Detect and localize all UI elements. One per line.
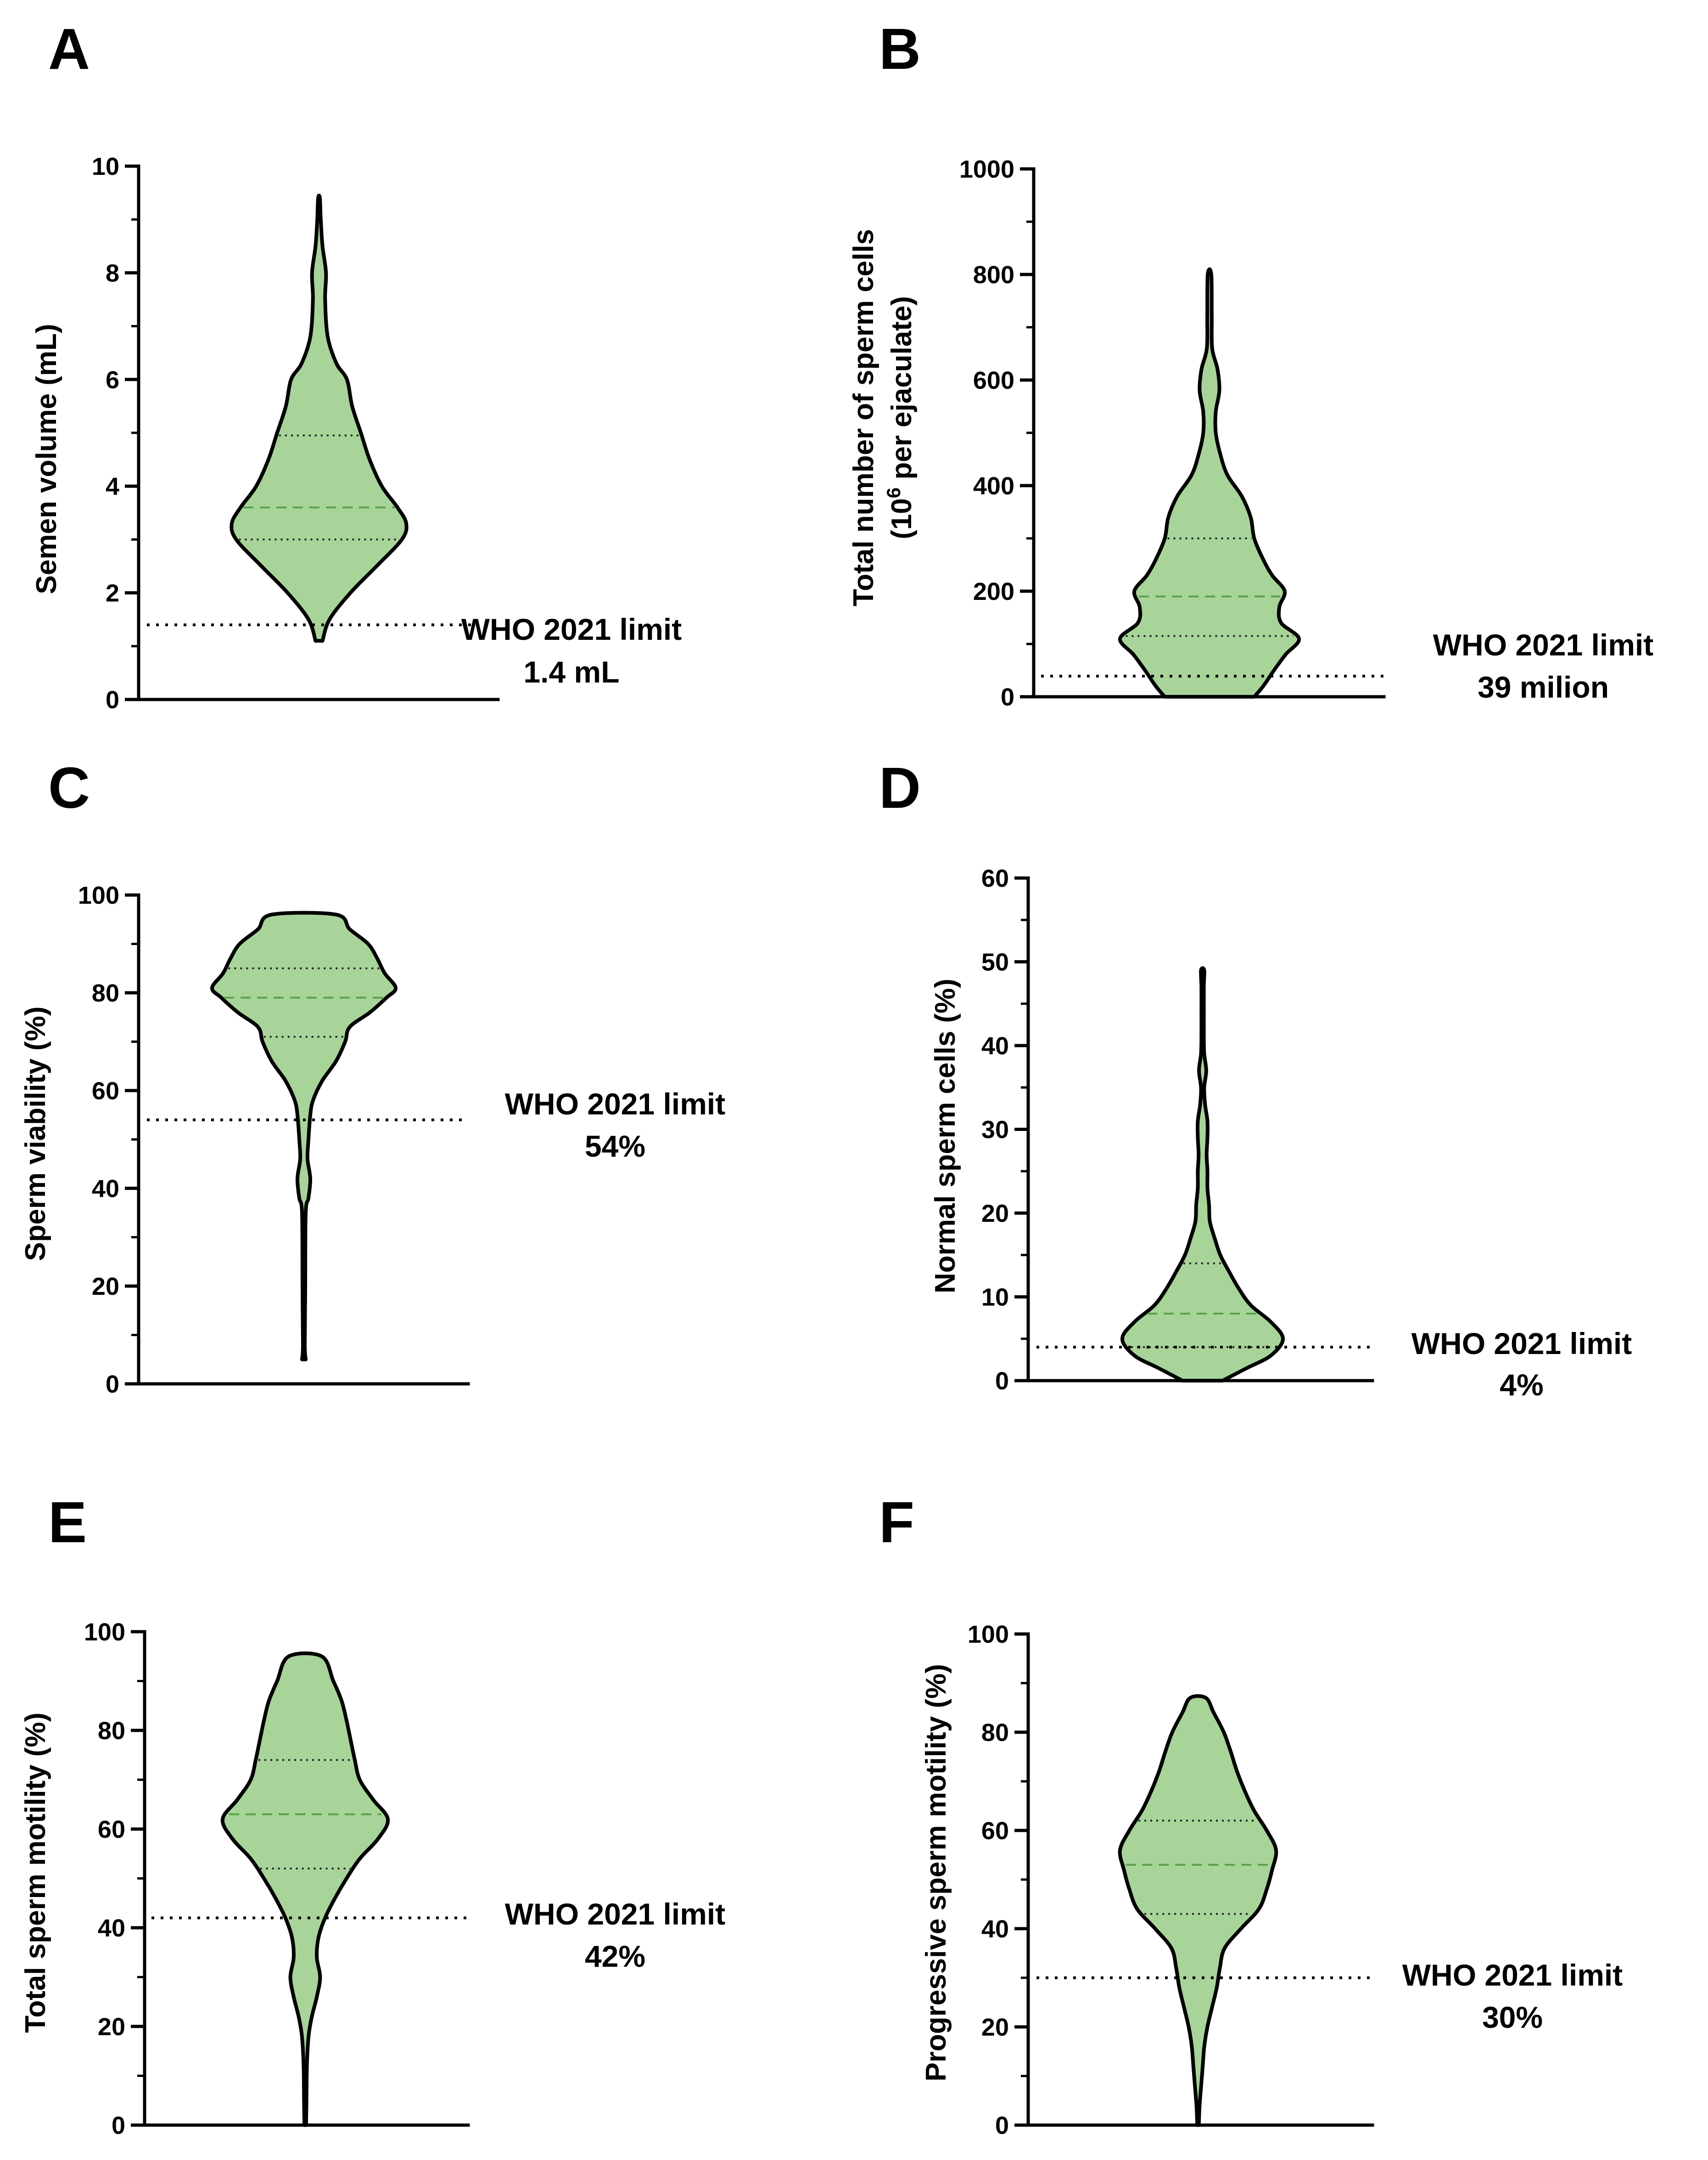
panel-f-tick-label: 20 [981,2014,1009,2041]
panel-a-limit-label-line2: 1.4 mL [523,655,619,689]
panel-f-tick-label: 80 [981,1719,1009,1746]
panel-e-limit-label-line2: 42% [585,1939,645,1973]
panel-b-tick-label: 0 [1001,683,1014,711]
panel-e-tick-label: 0 [112,2112,125,2139]
panel-c-limit-label-line1: WHO 2021 limit [505,1087,725,1121]
panel-a-letter: A [48,17,90,81]
panel-b-ylabel-line2: (106 per ejaculate) [883,296,918,539]
panel-b-tick-label: 200 [973,578,1014,605]
panel-f-limit-label-line2: 30% [1482,2000,1543,2034]
panel-a: A Semen volume (mL) 0 2 4 6 8 10 WHO 2021 lim… [31,17,682,714]
panel-a-tick-label: 4 [106,473,119,500]
panel-e-tick-label: 80 [98,1717,125,1745]
panel-b-tick-label: 1000 [959,156,1014,183]
panel-d-tick-label: 40 [981,1032,1009,1060]
panel-f-ylabel: Progressive sperm motility (%) [920,1664,952,2082]
panel-e-limit-label-line1: WHO 2021 limit [505,1897,725,1931]
panel-b: B Total number of sperm cells (106 per e… [848,17,1653,711]
panel-f-limit-label-line1: WHO 2021 limit [1402,1958,1623,1992]
panel-e-letter: E [48,1490,87,1555]
panel-b-violin [1118,267,1301,699]
panel-f-plot: 0 20 40 60 80 100 [968,1621,1372,2139]
panel-e-tick-label: 40 [98,1914,125,1942]
panel-c-letter: C [48,755,90,820]
panel-a-tick-label: 2 [106,580,119,607]
panel-a-tick-label: 0 [106,686,119,714]
panel-d-tick-label: 0 [995,1367,1009,1395]
panel-a-violin [230,193,409,643]
panel-b-tick-label: 400 [973,472,1014,500]
panel-c-ylabel: Sperm viability (%) [20,1007,51,1261]
panel-e-tick-label: 60 [98,1816,125,1843]
panel-a-limit-label-line1: WHO 2021 limit [461,612,682,646]
panel-d-violin [1120,966,1285,1382]
panel-e-plot: 0 20 40 60 80 100 [84,1618,473,2139]
panel-f: F Progressive sperm motility (%) 0 20 40 60… [879,1490,1623,2139]
panel-f-tick-label: 100 [968,1621,1009,1648]
panel-f-tick-label: 60 [981,1817,1009,1845]
panel-d-tick-label: 20 [981,1200,1009,1227]
panel-c-tick-label: 60 [92,1077,119,1105]
panel-e: E Total sperm motility (%) 020406080100 … [20,1490,725,2139]
panel-d: D Normal sperm cells (%) 0 10 20 30 40 50 60 W… [879,755,1632,1402]
panel-d-tick-label: 10 [981,1284,1009,1311]
panel-d-ylabel: Normal sperm cells (%) [930,979,961,1293]
panel-d-letter: D [879,755,921,820]
panel-f-violin [1118,1694,1278,2127]
panel-a-plot: 0 2 4 6 8 10 [92,153,473,714]
panel-f-tick-label: 40 [981,1915,1009,1943]
panel-c-tick-label: 80 [92,979,119,1007]
panel-a-tick-label: 10 [92,153,119,180]
panel-c: C Sperm viability (%) 0 20 40 60 80 100 WHO 2… [20,755,725,1398]
panel-e-tick-label: 20 [98,2013,125,2041]
panel-a-tick-label: 6 [106,366,119,394]
panel-c-tick-label: 100 [78,882,119,909]
panel-c-plot: 0 20 40 60 80 100 [78,882,468,1398]
panel-d-tick-label: 30 [981,1116,1009,1144]
panel-b-tick-label: 600 [973,367,1014,394]
panel-d-plot: 0 10 20 30 40 50 60 [981,865,1372,1395]
panel-b-tick-label: 800 [973,261,1014,289]
panel-c-tick-label: 40 [92,1175,119,1203]
panel-f-tick-label: 0 [995,2112,1009,2139]
panel-d-tick-label: 50 [981,949,1009,976]
panel-f-letter: F [879,1490,914,1555]
panel-d-limit-label-line2: 4% [1500,1368,1543,1402]
panel-a-ylabel: Semen volume (mL) [31,324,62,594]
panel-e-violin [220,1651,390,2127]
panel-d-tick-label: 60 [981,865,1009,892]
panel-d-limit-label-line1: WHO 2021 limit [1411,1326,1632,1360]
panel-e-tick-label: 100 [84,1618,125,1646]
panel-b-plot: 0 200 400 600 800 1000 [959,156,1386,711]
panel-c-tick-label: 20 [92,1273,119,1300]
panel-b-limit-label-line1: WHO 2021 limit [1433,628,1653,662]
panel-b-ylabel-line1: Total number of sperm cells [848,229,879,606]
panel-b-limit-label-line2: 39 milion [1478,670,1609,704]
panel-c-violin [210,911,398,1361]
panel-c-limit-label-line2: 54% [585,1129,645,1163]
panel-b-letter: B [879,17,921,81]
panel-a-tick-label: 8 [106,259,119,287]
panel-c-tick-label: 0 [106,1371,119,1398]
panel-e-ylabel: Total sperm motility (%) [20,1712,51,2033]
